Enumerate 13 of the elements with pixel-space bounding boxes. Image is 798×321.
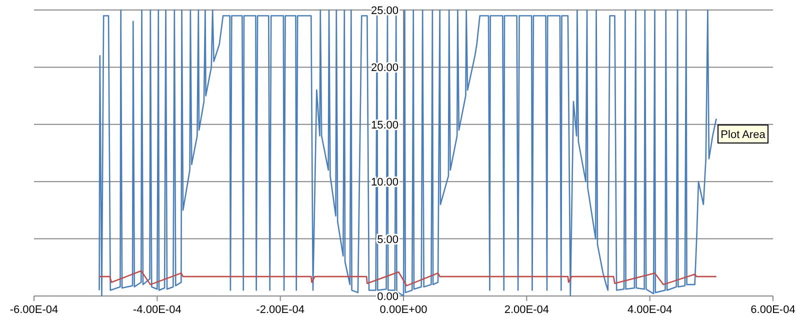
- x-tick-label: -4.00E-04: [133, 304, 182, 316]
- y-tick-label: 0.00: [377, 291, 398, 303]
- y-tick-label: 5.00: [377, 234, 398, 246]
- x-tick-label: 0.00E+00: [380, 304, 428, 316]
- tooltip-box: Plot Area: [718, 124, 768, 144]
- x-tick-label: -2.00E-04: [256, 304, 304, 316]
- x-tick-label: 4.00E-04: [628, 304, 672, 316]
- line-series: [98, 270, 717, 286]
- x-tick-label: -6.00E-04: [10, 304, 58, 316]
- x-tick-label: 6.00E-04: [750, 304, 796, 316]
- annotation: Plot Area: [720, 129, 766, 141]
- x-tick-label: 2.00E-04: [504, 304, 549, 316]
- y-tick-label: 25.00: [370, 5, 398, 17]
